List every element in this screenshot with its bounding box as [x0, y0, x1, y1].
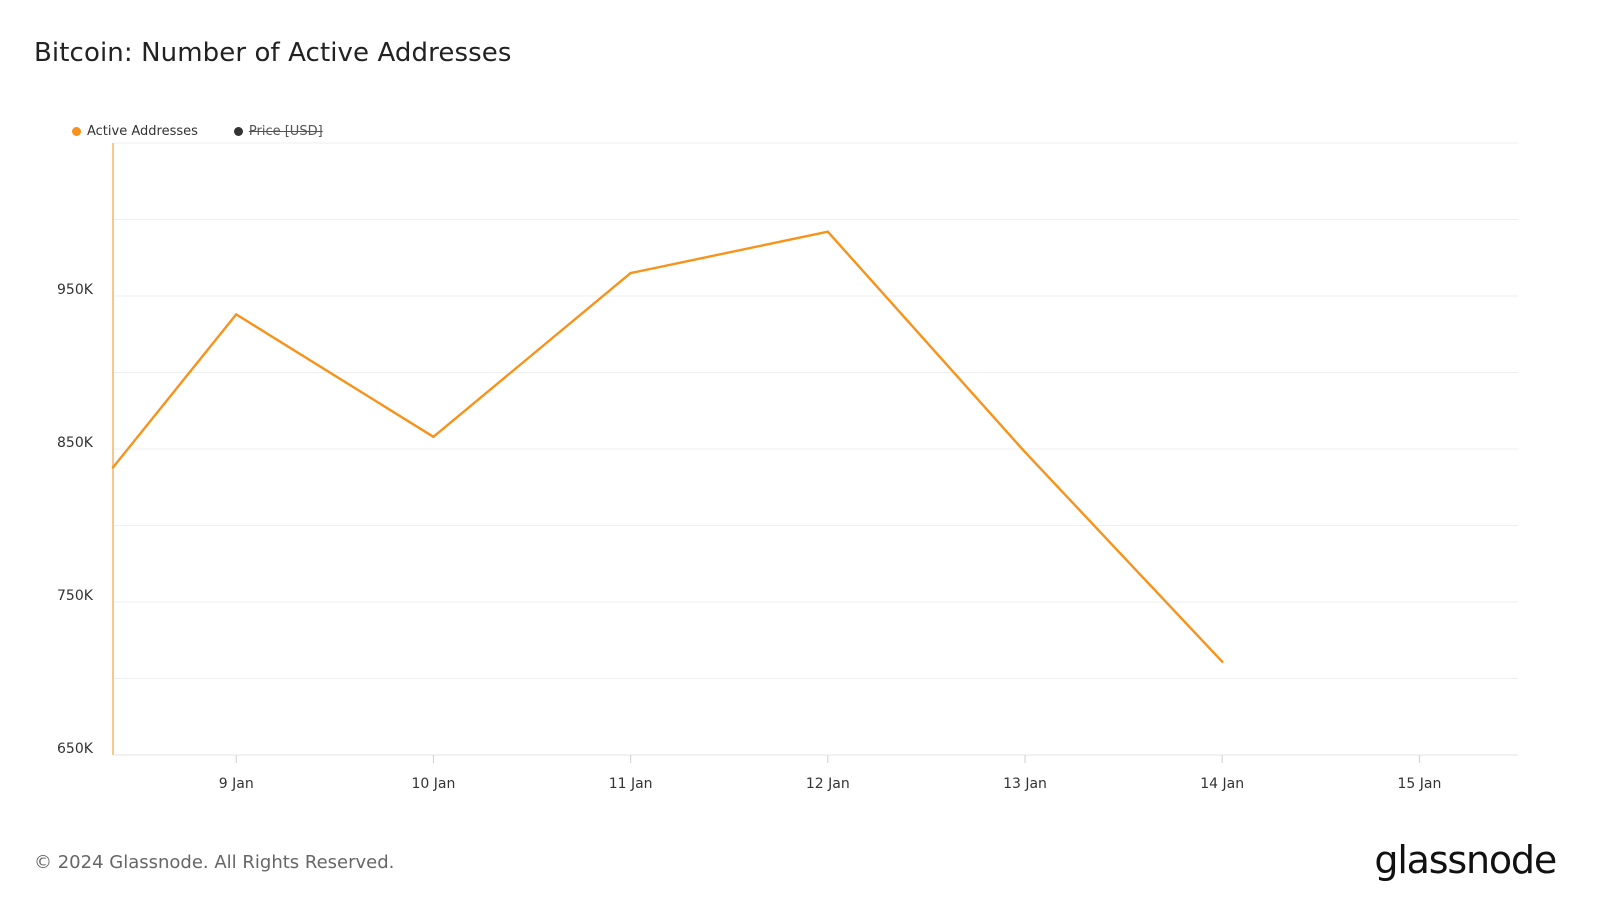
legend: Active Addresses Price [USD]: [72, 124, 323, 139]
y-tick-label: 850K: [57, 435, 94, 451]
x-tick-label: 15 Jan: [1397, 776, 1441, 792]
data-point: [235, 313, 238, 316]
x-tick-labels: 9 Jan 10 Jan 11 Jan 12 Jan 13 Jan 14 Jan 15 Ja…: [219, 755, 1441, 792]
series-group: [111, 230, 1224, 663]
legend-marker-price-usd: [233, 127, 243, 136]
x-tick-label: 14 Jan: [1200, 776, 1244, 792]
data-point: [1023, 450, 1027, 454]
legend-marker-active-addresses: [72, 127, 81, 136]
legend-label-price-usd: Price [USD]: [248, 124, 323, 139]
data-point: [629, 271, 632, 275]
data-point: [1221, 660, 1224, 663]
glassnode-logo: glassnode: [1374, 838, 1557, 882]
legend-label-active-addresses: Active Addresses: [87, 124, 198, 139]
x-tick-label: 9 Jan: [219, 776, 254, 792]
x-tick-label: 10 Jan: [412, 776, 456, 792]
copyright-footer: © 2024 Glassnode. All Rights Reserved.: [34, 852, 395, 873]
y-tick-label: 750K: [57, 588, 94, 604]
y-tick-label: 650K: [57, 741, 94, 757]
data-point: [111, 466, 115, 469]
y-tick-label: 950K: [57, 282, 94, 298]
chart-title: Bitcoin: Number of Active Addresses: [34, 38, 512, 68]
data-point: [432, 435, 435, 438]
x-tick-label: 13 Jan: [1003, 776, 1047, 792]
grid-lines: [113, 142, 1518, 756]
legend-item-price-usd[interactable]: Price [USD]: [233, 124, 323, 139]
data-point: [826, 230, 830, 233]
legend-item-active-addresses[interactable]: Active Addresses: [72, 124, 198, 139]
x-tick-label: 11 Jan: [609, 776, 653, 792]
x-tick-label: 12 Jan: [806, 776, 850, 792]
y-tick-labels: 650K 750K 850K 950K: [57, 282, 94, 757]
